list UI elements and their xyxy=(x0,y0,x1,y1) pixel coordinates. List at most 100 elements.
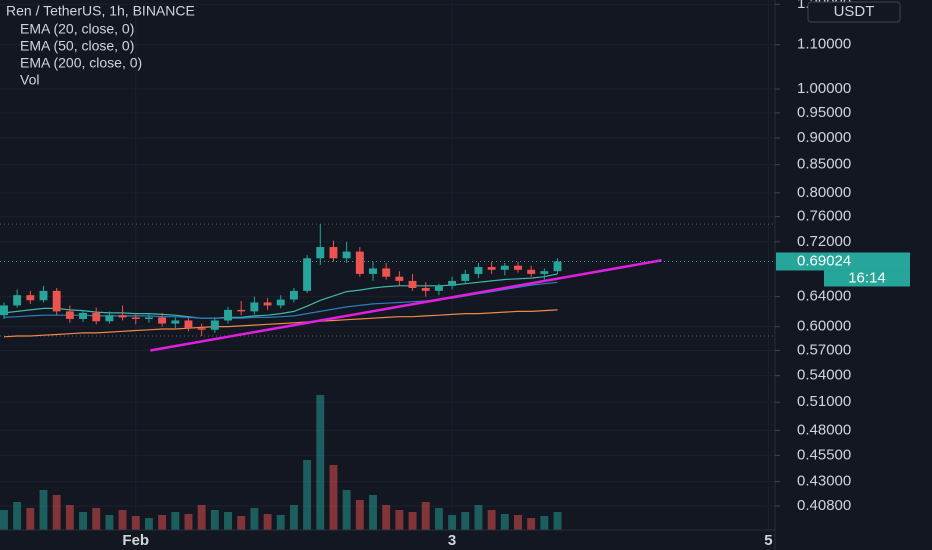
y-tick-label: 0.90000 xyxy=(797,129,851,146)
y-tick-label: 0.72000 xyxy=(797,233,851,250)
ema-line xyxy=(3,309,558,338)
volume-bar xyxy=(92,508,101,530)
candle-body xyxy=(197,328,206,330)
candle-body xyxy=(276,299,285,306)
candle-body xyxy=(514,265,522,270)
volume-bar xyxy=(408,512,417,530)
countdown-box xyxy=(824,270,910,287)
y-tick-label: 0.76000 xyxy=(797,208,851,225)
y-tick-label: 0.64000 xyxy=(797,288,851,305)
volume-bar xyxy=(421,502,430,530)
candle-body xyxy=(105,315,114,322)
candle-body xyxy=(474,267,483,274)
x-tick-label: Feb xyxy=(122,532,149,549)
y-tick-label: 0.51000 xyxy=(797,393,851,410)
volume-bar xyxy=(197,505,206,530)
plot xyxy=(0,223,775,352)
candle-body xyxy=(527,269,536,274)
candle-body xyxy=(52,290,61,312)
candle-body xyxy=(0,305,8,316)
candle-body xyxy=(408,280,417,288)
currency-button[interactable] xyxy=(807,1,901,23)
volume-bar xyxy=(144,518,153,530)
candle-body xyxy=(184,320,193,329)
last-price-box xyxy=(776,252,910,271)
volume-bar xyxy=(13,502,22,530)
currency-label: USDT xyxy=(834,3,875,20)
candle-body xyxy=(118,315,127,318)
x-tick-label: 5 xyxy=(764,532,772,549)
y-tick-label: 0.85000 xyxy=(797,156,851,173)
volume-bar xyxy=(487,510,496,530)
trendline xyxy=(150,259,662,352)
volume-bar xyxy=(474,505,483,530)
volume-bar xyxy=(303,460,312,530)
volume-bar xyxy=(263,514,272,530)
candle-body xyxy=(263,302,272,306)
volume-bar xyxy=(329,465,338,530)
candle-body xyxy=(92,312,101,322)
y-tick-label: 0.43000 xyxy=(797,473,851,490)
volume-bar xyxy=(289,505,298,530)
volume-bar xyxy=(131,516,140,530)
candle-body xyxy=(500,265,509,270)
candle-body xyxy=(487,267,496,270)
y-tick-label: 0.54000 xyxy=(797,367,851,384)
candle-body xyxy=(448,280,457,286)
candle-body xyxy=(13,295,22,306)
legend-entry: Vol xyxy=(20,72,39,88)
candle-body xyxy=(540,271,549,274)
volume-bar xyxy=(527,518,536,530)
volume-bar xyxy=(461,512,470,530)
y-tick-label: 0.57000 xyxy=(797,341,851,358)
candle-body xyxy=(369,268,377,274)
volume-bar xyxy=(540,516,549,530)
volume-bar xyxy=(316,395,325,530)
x-tick-label: 3 xyxy=(448,532,456,549)
y-tick-label: 0.95000 xyxy=(797,104,851,121)
volume-bar xyxy=(210,510,219,530)
volume-bar xyxy=(237,516,246,530)
volume-bar xyxy=(250,508,259,530)
candle-body xyxy=(171,320,180,324)
volume-bar xyxy=(514,515,522,530)
grid xyxy=(0,0,775,530)
candle-body xyxy=(144,317,153,319)
volume-bar xyxy=(184,514,193,530)
candle-body xyxy=(158,317,167,324)
volume-bar xyxy=(52,495,61,530)
y-tick-label: 0.60000 xyxy=(797,318,851,335)
y-tick-label: 1.10000 xyxy=(797,36,851,53)
volume-bar xyxy=(395,510,404,530)
candle-body xyxy=(250,302,259,312)
volume-bar xyxy=(382,505,391,530)
candle-body xyxy=(237,309,246,312)
volume-bar xyxy=(355,500,364,530)
candle-body xyxy=(131,317,140,319)
candle-body xyxy=(289,290,298,300)
y-tick-label: 0.40800 xyxy=(797,497,851,514)
candle-body xyxy=(316,247,325,259)
volume-bar xyxy=(276,515,285,530)
volume-bar xyxy=(553,512,562,530)
y-tick-label: 0.48000 xyxy=(797,421,851,438)
legend-entry: EMA (200, close, 0) xyxy=(20,55,142,71)
candle-body xyxy=(434,285,443,291)
candle-body xyxy=(421,287,430,291)
candle-body xyxy=(210,320,219,330)
volume-bar xyxy=(448,515,457,530)
volume-pane xyxy=(0,395,562,530)
volume-bar xyxy=(39,490,48,530)
y-tick-label: 1.00000 xyxy=(797,80,851,97)
candle-body xyxy=(224,309,232,321)
legend-entry: EMA (50, close, 0) xyxy=(20,38,134,54)
candle-body xyxy=(461,273,470,281)
volume-bar xyxy=(65,505,74,530)
volume-bar xyxy=(79,512,87,530)
candle-body xyxy=(395,276,404,281)
candle-body xyxy=(303,258,312,291)
volume-bar xyxy=(105,515,114,530)
volume-bar xyxy=(500,514,509,530)
volume-bar xyxy=(434,508,443,530)
